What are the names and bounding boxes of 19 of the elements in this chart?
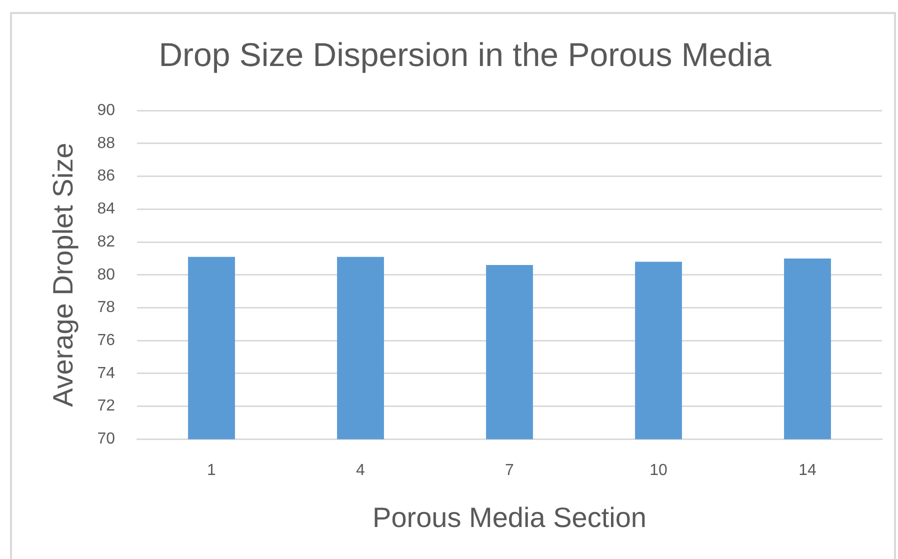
y-tick-label: 86 (97, 168, 116, 185)
chart-title: Drop Size Dispersion in the Porous Media (158, 36, 772, 73)
x-tick-label: 4 (356, 462, 366, 480)
y-tick-label: 74 (97, 364, 116, 382)
x-tick-label: 1 (207, 462, 216, 480)
y-axis-title: Average Droplet Size (48, 142, 79, 407)
y-tick-label: 82 (97, 233, 116, 250)
x-tick-label: 14 (798, 462, 816, 480)
x-tick-label: 7 (505, 462, 514, 480)
y-tick-label: 76 (97, 332, 116, 350)
y-tick-label: 70 (97, 430, 116, 448)
y-tick-label: 72 (97, 398, 116, 415)
y-tick-label: 78 (97, 299, 116, 316)
x-axis-title: Porous Media Section (372, 502, 646, 533)
y-tick-label: 90 (97, 102, 116, 120)
y-tick-label: 88 (97, 134, 116, 152)
y-tick-label: 84 (97, 200, 116, 218)
x-tick-label: 10 (650, 462, 668, 480)
y-tick-label: 80 (97, 266, 116, 284)
